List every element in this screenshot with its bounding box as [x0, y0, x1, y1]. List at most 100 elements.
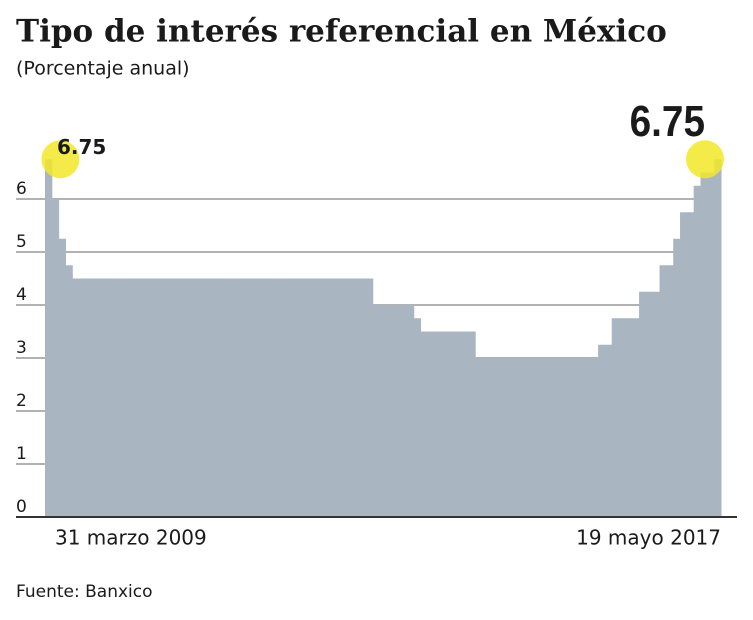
- area-step: [72, 278, 80, 517]
- area-step: [133, 278, 142, 517]
- area-step: [454, 331, 463, 517]
- area-step: [304, 278, 312, 517]
- area-step: [495, 358, 503, 517]
- chart-title: Tipo de interés referencial en México: [16, 14, 667, 50]
- area-step: [263, 278, 271, 517]
- area-step: [707, 172, 715, 517]
- area-step: [686, 212, 695, 517]
- area-step: [311, 278, 319, 517]
- y-tick-label: 1: [16, 444, 27, 464]
- area: [45, 159, 722, 517]
- source-note: Fuente: Banxico: [16, 582, 153, 602]
- y-tick-label: 4: [16, 285, 27, 305]
- area-step: [372, 305, 381, 517]
- area-step: [577, 358, 585, 517]
- area-step: [140, 278, 148, 517]
- area-step: [51, 199, 60, 517]
- area-step: [693, 185, 702, 517]
- area-step: [92, 278, 101, 517]
- area-step: [557, 358, 565, 517]
- data-label: 6.75: [630, 96, 705, 146]
- area-step: [625, 318, 633, 517]
- area-step: [482, 358, 490, 517]
- area-step: [181, 278, 189, 517]
- area-step: [618, 318, 626, 517]
- area-step: [365, 278, 374, 517]
- area-step: [359, 278, 367, 517]
- area-step: [604, 344, 613, 517]
- area-step: [639, 291, 647, 517]
- area-step: [714, 159, 722, 517]
- area-step: [447, 331, 456, 517]
- area-step: [468, 331, 476, 517]
- chart-subtitle: (Porcentaje anual): [16, 58, 190, 80]
- area-step: [645, 291, 654, 517]
- area-step: [45, 159, 53, 517]
- area-step: [222, 278, 230, 517]
- y-tick-label: 5: [16, 232, 27, 252]
- x-tick-label: 19 mayo 2017: [576, 526, 721, 550]
- area-step: [236, 278, 244, 517]
- area-step: [229, 278, 237, 517]
- area-step: [659, 265, 667, 517]
- area-step: [611, 318, 620, 517]
- area-step: [202, 278, 210, 517]
- area-step: [393, 305, 401, 517]
- area-step: [345, 278, 353, 517]
- area-step: [420, 331, 428, 517]
- area-step: [113, 278, 121, 517]
- area-step: [297, 278, 305, 517]
- area-step: [413, 318, 422, 517]
- area-step: [174, 278, 183, 517]
- area-step: [563, 358, 572, 517]
- annotations: 31 marzo 2009 19 mayo 2017 6.75 6.75: [16, 96, 737, 550]
- area-step: [543, 358, 551, 517]
- area-step: [126, 278, 135, 517]
- area-step: [324, 278, 333, 517]
- area-step: [154, 278, 162, 517]
- area-step: [65, 265, 73, 517]
- y-tick-label: 0: [16, 497, 27, 517]
- area-step: [270, 278, 278, 517]
- area-step: [652, 291, 661, 517]
- area-step: [529, 358, 538, 517]
- y-tick-label: 6: [16, 179, 27, 199]
- area-step: [147, 278, 155, 517]
- area-step: [188, 278, 196, 517]
- area-step: [386, 305, 394, 517]
- area-step: [290, 278, 299, 517]
- area-step: [666, 265, 674, 517]
- area-step: [700, 172, 708, 517]
- area-step: [427, 331, 435, 517]
- area-step: [167, 278, 176, 517]
- area-step: [331, 278, 340, 517]
- area-step: [215, 278, 224, 517]
- area-step: [536, 358, 544, 517]
- area-step: [434, 331, 442, 517]
- area-step: [338, 278, 346, 517]
- area-step: [277, 278, 285, 517]
- area-step: [591, 358, 599, 517]
- area-step: [673, 238, 681, 517]
- area-step: [502, 358, 510, 517]
- area-step: [106, 278, 114, 517]
- area-step: [79, 278, 87, 517]
- area-step: [161, 278, 169, 517]
- area-step: [475, 358, 483, 517]
- data-label: 6.75: [57, 135, 106, 159]
- area-step: [318, 278, 326, 517]
- area-step: [509, 358, 517, 517]
- area-step: [400, 305, 408, 517]
- area-step: [488, 358, 497, 517]
- area-step: [243, 278, 251, 517]
- area-step: [441, 331, 449, 517]
- y-tick-label: 2: [16, 391, 27, 411]
- area-step: [120, 278, 128, 517]
- area-step: [550, 358, 558, 517]
- area-step: [99, 278, 107, 517]
- area-step: [379, 305, 387, 517]
- area-step: [208, 278, 217, 517]
- area-step: [570, 358, 579, 517]
